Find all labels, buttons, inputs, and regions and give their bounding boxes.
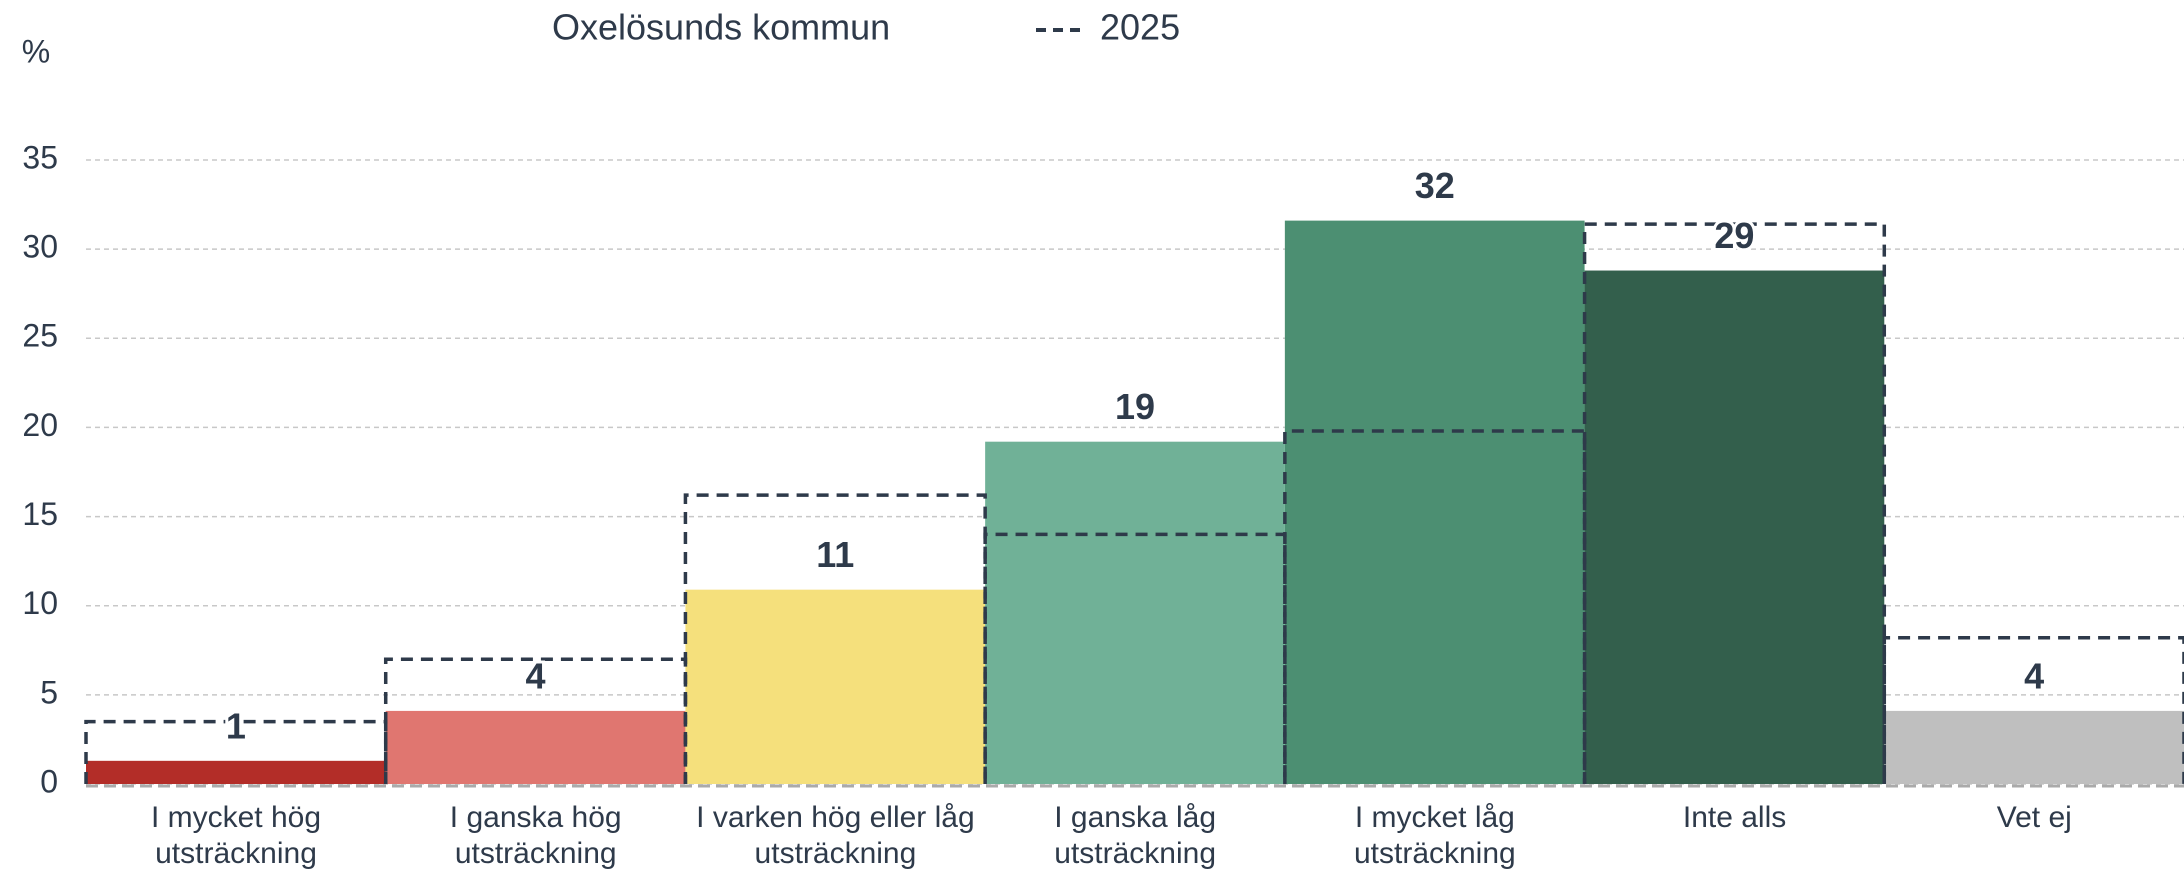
data-label: 1 xyxy=(226,705,246,746)
data-label: 4 xyxy=(2024,655,2044,696)
x-tick-label: I mycket hög utsträckning xyxy=(150,801,322,870)
legend-label: Oxelösunds kommun xyxy=(552,7,890,48)
data-label: 32 xyxy=(1415,165,1455,206)
y-tick-label: 20 xyxy=(22,407,58,443)
x-tick-label: I mycket låg utsträckning xyxy=(1353,801,1516,870)
reference-outline xyxy=(683,493,987,784)
data-label: 19 xyxy=(1115,386,1155,427)
y-tick-label: 35 xyxy=(22,139,58,175)
bar xyxy=(1884,710,2184,784)
reference-outline xyxy=(84,719,388,784)
y-axis-label: % xyxy=(22,33,50,69)
x-tick-label: Inte alls xyxy=(1682,801,1787,834)
y-tick-label: 15 xyxy=(22,496,58,532)
x-tick-label: Vet ej xyxy=(1996,801,2072,834)
bar xyxy=(985,441,1285,784)
bar xyxy=(1584,270,1885,785)
y-tick-label: 30 xyxy=(22,229,58,265)
x-tick-label: I ganska hög utsträckning xyxy=(449,801,622,870)
y-tick-label: 5 xyxy=(40,674,58,710)
reference-outline xyxy=(1283,429,1587,784)
bar xyxy=(86,760,386,784)
data-label: 29 xyxy=(1714,215,1754,256)
y-tick-label: 25 xyxy=(22,318,58,354)
data-label: 11 xyxy=(816,534,854,575)
reference-outline xyxy=(1582,222,1887,784)
x-tick-label: I ganska låg utsträckning xyxy=(1054,801,1217,870)
legend-label: 2025 xyxy=(1100,7,1180,48)
reference-outline xyxy=(983,532,1287,784)
y-tick-label: 10 xyxy=(22,585,58,621)
data-label: 4 xyxy=(526,655,546,696)
y-tick-label: 0 xyxy=(40,763,58,799)
bar xyxy=(685,589,986,784)
bar xyxy=(1284,220,1585,785)
x-tick-label: I varken hög eller låg utsträckning xyxy=(696,801,975,870)
bar xyxy=(385,710,686,784)
